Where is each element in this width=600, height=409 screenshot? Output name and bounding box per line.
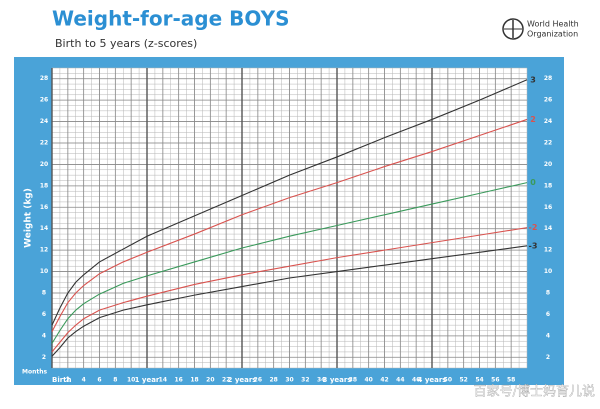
x-tick-label: 10 bbox=[127, 377, 135, 384]
y-tick-label-right: 20 bbox=[544, 161, 552, 168]
y-tick-label-right: 28 bbox=[544, 75, 552, 82]
y-tick-label-right: 6 bbox=[546, 311, 550, 318]
legend-label: 2 bbox=[530, 115, 536, 124]
x-tick-label: 56 bbox=[491, 377, 499, 384]
y-tick-label: 28 bbox=[40, 75, 48, 82]
x-tick-label: 42 bbox=[380, 377, 388, 384]
y-tick-label: 10 bbox=[40, 268, 48, 275]
legend-label: -3 bbox=[529, 241, 538, 250]
y-tick-label-right: 4 bbox=[546, 332, 550, 339]
y-tick-label: 22 bbox=[40, 140, 48, 147]
x-tick-label: 4 years bbox=[418, 376, 447, 384]
x-tick-label: 50 bbox=[444, 377, 452, 384]
y-tick-label-right: 22 bbox=[544, 140, 552, 147]
x-tick-label: 20 bbox=[206, 377, 214, 384]
subtitle: Birth to 5 years (z-scores) bbox=[55, 37, 197, 50]
y-tick-label: 20 bbox=[40, 161, 48, 168]
y-tick-label-right: 16 bbox=[544, 204, 552, 211]
x-tick-label: 18 bbox=[190, 377, 198, 384]
x-tick-label: 44 bbox=[396, 377, 404, 384]
x-tick-label: 30 bbox=[285, 377, 293, 384]
x-tick-label: 3 years bbox=[323, 376, 352, 384]
y-tick-label: 18 bbox=[40, 182, 48, 189]
y-tick-label-right: 8 bbox=[546, 290, 550, 297]
y-tick-label: 16 bbox=[40, 204, 48, 211]
x-tick-label: 1 year bbox=[135, 376, 160, 384]
y-tick-label: 6 bbox=[42, 311, 46, 318]
org-name: World Health bbox=[527, 20, 579, 29]
x-tick-label: 34 bbox=[317, 377, 325, 384]
y-tick-label-right: 12 bbox=[544, 247, 552, 254]
y-tick-label-right: 14 bbox=[544, 225, 552, 232]
y-tick-label: 24 bbox=[40, 118, 48, 125]
x-tick-label: 6 bbox=[97, 377, 101, 384]
y-tick-label: 12 bbox=[40, 247, 48, 254]
who-logo bbox=[502, 18, 524, 40]
legend-label: 3 bbox=[530, 75, 536, 84]
x-tick-label: 32 bbox=[301, 377, 309, 384]
watermark: 百家号/博士妈育儿说 bbox=[474, 384, 595, 400]
x-unit-label: Months bbox=[22, 369, 48, 376]
x-tick-label: Birth bbox=[52, 376, 72, 384]
x-tick-label: 16 bbox=[174, 377, 182, 384]
x-tick-label: 54 bbox=[475, 377, 483, 384]
x-tick-label: 38 bbox=[349, 377, 357, 384]
y-tick-label: 14 bbox=[40, 225, 48, 232]
y-tick-label-right: 18 bbox=[544, 182, 552, 189]
x-axis-label: Age (completed months and years) bbox=[215, 388, 374, 398]
y-tick-label: 8 bbox=[42, 290, 46, 297]
y-tick-label: 2 bbox=[42, 354, 46, 361]
x-tick-label: 40 bbox=[364, 377, 372, 384]
line bbox=[51, 245, 528, 357]
y-tick-label: 26 bbox=[40, 97, 48, 104]
line bbox=[51, 227, 528, 353]
x-tick-label: 28 bbox=[269, 377, 277, 384]
x-tick-label: 46 bbox=[412, 377, 420, 384]
x-tick-label: 58 bbox=[507, 377, 515, 384]
x-tick-label: 2 bbox=[66, 377, 70, 384]
x-tick-label: 52 bbox=[459, 377, 467, 384]
x-tick-label: 22 bbox=[222, 377, 230, 384]
legend-label: 0 bbox=[530, 178, 536, 187]
y-tick-label-right: 24 bbox=[544, 118, 552, 125]
y-tick-label-right: 26 bbox=[544, 97, 552, 104]
y-tick-label-right: 2 bbox=[546, 354, 550, 361]
legend-label: -2 bbox=[529, 223, 538, 232]
line bbox=[51, 79, 528, 326]
y-tick-label-right: 10 bbox=[544, 268, 552, 275]
y-tick-label: 4 bbox=[42, 332, 46, 339]
x-tick-label: 8 bbox=[113, 377, 117, 384]
x-tick-label: 26 bbox=[254, 377, 262, 384]
x-tick-label: 4 bbox=[82, 377, 86, 384]
title: Weight-for-age BOYS bbox=[52, 7, 290, 31]
y-axis-label: Weight (kg) bbox=[24, 188, 34, 248]
x-tick-label: 2 years bbox=[228, 376, 257, 384]
x-tick-label: 14 bbox=[159, 377, 167, 384]
org-name: Organization bbox=[527, 30, 578, 39]
line bbox=[51, 182, 528, 344]
line bbox=[51, 118, 528, 332]
